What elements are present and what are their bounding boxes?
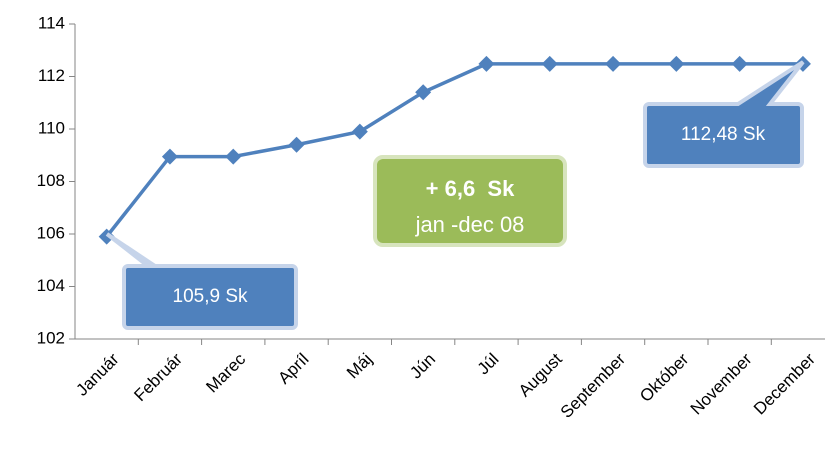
x-tick-label: September bbox=[557, 349, 629, 421]
y-tick-label: 110 bbox=[38, 118, 65, 137]
marker bbox=[541, 55, 558, 72]
callout-label: 105,9 Sk bbox=[173, 286, 248, 307]
y-tick-label: 106 bbox=[37, 223, 65, 242]
y-tick-label: 102 bbox=[37, 328, 65, 347]
y-tick-label: 114 bbox=[38, 13, 65, 32]
summary-box bbox=[373, 155, 567, 247]
callout-box bbox=[643, 60, 805, 168]
marker bbox=[415, 84, 432, 101]
line bbox=[105, 62, 803, 238]
marker bbox=[288, 136, 305, 153]
y-tick-label: 108 bbox=[37, 171, 65, 190]
summary-label: jan -dec 08 bbox=[415, 212, 525, 237]
x-tick-label: Máj bbox=[343, 350, 376, 383]
marker bbox=[478, 55, 495, 72]
x-tick-label: Október bbox=[636, 349, 692, 405]
x-tick-label: Marec bbox=[202, 349, 249, 396]
y-tick-label: 112 bbox=[38, 66, 65, 85]
callout-label: 112,48 Sk bbox=[681, 124, 766, 145]
x-tick-label: Jún bbox=[406, 350, 439, 383]
marker bbox=[351, 123, 368, 140]
marker bbox=[668, 55, 685, 72]
callout-box bbox=[105, 232, 298, 330]
x-tick-label: Apríl bbox=[274, 350, 312, 388]
marker bbox=[225, 148, 242, 165]
x-tick-label: December bbox=[750, 349, 819, 418]
x-tick-label: November bbox=[687, 349, 756, 418]
marker bbox=[605, 55, 622, 72]
x-tick-label: Január bbox=[72, 349, 122, 399]
y-tick-label: 104 bbox=[37, 276, 65, 295]
marker bbox=[98, 228, 115, 245]
x-tick-label: August bbox=[515, 349, 566, 400]
x-tick-label: Júl bbox=[474, 350, 503, 379]
summary-label: + 6,6 Sk bbox=[426, 176, 515, 201]
marker bbox=[731, 55, 748, 72]
x-tick-label: Február bbox=[130, 349, 186, 405]
marker bbox=[161, 148, 178, 165]
